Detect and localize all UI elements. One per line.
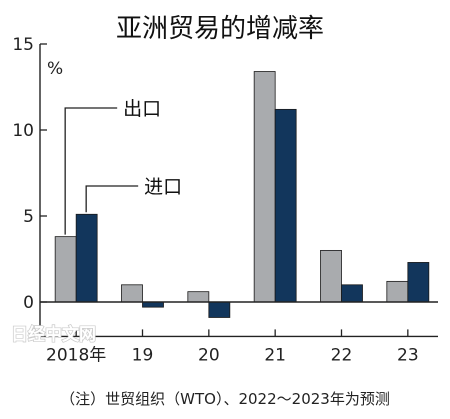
bar-import [407,262,430,303]
bar-import [208,301,231,318]
watermark-text: 日经中文网 [11,324,96,345]
x-tick-label: 21 [264,345,286,365]
bar-export [121,284,143,303]
bar-import [75,213,98,303]
legend-leader-line [85,185,139,213]
x-tick-label: 23 [397,345,419,365]
bar-import [142,301,164,308]
bar-import [341,284,363,303]
footnote: （注）世贸组织（WTO）、2022～2023年为预测 [60,390,390,408]
x-tick-label: 2018年 [46,345,106,365]
bar-export [320,249,342,303]
unit-label: % [47,59,63,79]
legend-leader-line [64,107,118,235]
y-tick-label: 15 [12,35,34,55]
legend-label-export: 出口 [123,98,161,120]
bars [54,71,430,318]
bar-export [253,71,276,303]
chart-title: 亚洲贸易的增减率 [116,14,324,44]
legend-label-import: 进口 [144,176,182,198]
x-axis-ticks: 2018年 19 20 21 22 23 [46,329,419,365]
bar-export [54,236,77,303]
bar-export [187,291,210,303]
x-tick-label: 22 [331,345,353,365]
y-axis-ticks: 0 5 10 15 [12,35,47,313]
bar-import [274,108,297,303]
bar-export [386,280,409,303]
y-tick-label: 0 [23,293,34,313]
y-tick-label: 10 [12,121,34,141]
x-tick-label: 19 [132,345,154,365]
y-tick-label: 5 [23,207,34,227]
axes [39,44,438,338]
x-tick-label: 20 [198,345,220,365]
